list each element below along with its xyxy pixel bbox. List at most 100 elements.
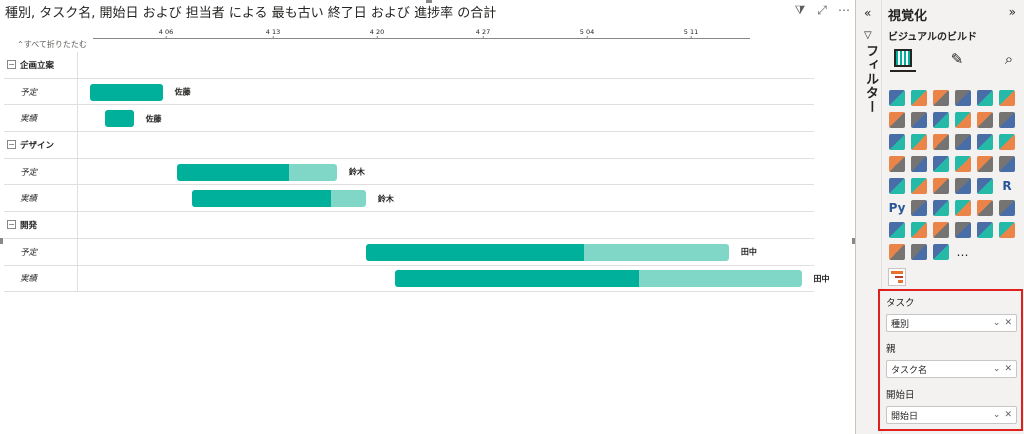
focus-mode-icon[interactable]: ⤢ (817, 3, 827, 17)
format-visual-tab[interactable]: ✎ (944, 46, 970, 72)
scatter-icon[interactable] (953, 132, 973, 152)
custom-visual-icon[interactable] (975, 220, 995, 240)
resize-handle-right[interactable] (852, 238, 855, 244)
well-parent-field[interactable]: タスク名 ⌄ ✕ (886, 360, 1017, 378)
group-row: − デザイン (4, 132, 814, 159)
line-chart-icon[interactable] (887, 110, 907, 130)
collapse-toggle-icon[interactable]: − (7, 219, 16, 230)
pie-chart-icon[interactable] (975, 132, 995, 152)
chevron-icon[interactable] (909, 242, 929, 262)
gantt-bar[interactable] (104, 110, 134, 128)
donut-chart-icon[interactable] (997, 132, 1017, 152)
stacked-area-icon[interactable] (931, 110, 951, 130)
gantt-bar[interactable] (177, 163, 337, 181)
group-label[interactable]: − 企画立案 (7, 52, 54, 78)
resize-handle-top[interactable] (426, 0, 432, 3)
collapse-all-button[interactable]: ⌃すべて折りたたむ (17, 39, 87, 50)
gantt-bar[interactable] (90, 83, 163, 101)
azure-map-icon[interactable] (953, 154, 973, 174)
smart-narrative-icon[interactable] (975, 198, 995, 218)
row-label-text: 開発 (20, 220, 38, 231)
well-parent: 親 タスク名 ⌄ ✕ (886, 341, 1017, 378)
slicer-icon[interactable] (931, 176, 951, 196)
arcgis-icon[interactable] (953, 220, 973, 240)
gantt-bar[interactable] (191, 190, 366, 208)
more-visuals-icon[interactable]: … (956, 245, 970, 259)
funnel-icon[interactable] (931, 132, 951, 152)
kpi-icon[interactable] (909, 176, 929, 196)
chevron-down-icon[interactable]: ⌄ (992, 410, 1001, 420)
gantt-bar-progress (191, 190, 332, 208)
line-clustered-column-icon[interactable] (997, 110, 1017, 130)
axis-tick: 5 04 (579, 28, 595, 39)
ribbon-chart-icon[interactable] (953, 110, 973, 130)
100-stacked-column-icon[interactable] (997, 88, 1017, 108)
filled-map-icon[interactable] (931, 154, 951, 174)
gauge-icon[interactable] (975, 154, 995, 174)
qa-icon[interactable] (953, 198, 973, 218)
gantt-icon[interactable] (997, 220, 1017, 240)
filter-icon[interactable]: ⧩ (794, 3, 806, 17)
line-area-icon[interactable] (887, 132, 907, 152)
row-label: 実績 (20, 105, 37, 131)
chevron-down-icon[interactable]: ⌄ (992, 318, 1001, 328)
group-label[interactable]: − 開発 (7, 212, 37, 238)
waterfall-icon[interactable] (909, 132, 929, 152)
close-icon[interactable]: ✕ (1004, 364, 1012, 374)
more-options-icon[interactable]: ⋯ (838, 3, 850, 17)
well-task-field[interactable]: 種別 ⌄ ✕ (886, 314, 1017, 332)
well-start-date: 開始日 開始日 ⌄ ✕ (886, 387, 1017, 424)
close-icon[interactable]: ✕ (1004, 318, 1012, 328)
well-start-date-field[interactable]: 開始日 ⌄ ✕ (886, 406, 1017, 424)
clustered-bar-icon[interactable] (931, 88, 951, 108)
filters-pane-collapsed[interactable]: « ▽ フィルター (856, 0, 882, 434)
chevron-down-icon[interactable]: ⌄ (992, 364, 1001, 374)
row-divider (77, 185, 78, 213)
gantt-visual-selected-icon[interactable] (888, 268, 906, 286)
analytics-tab[interactable]: ⌕ (996, 46, 1022, 72)
treemap-icon[interactable] (887, 154, 907, 174)
row-label: 予定 (20, 159, 37, 185)
resize-handle-left[interactable] (0, 238, 3, 244)
r-visual-icon[interactable]: R (1002, 179, 1012, 193)
100-stacked-bar-icon[interactable] (975, 88, 995, 108)
power-apps-icon[interactable] (909, 220, 929, 240)
table-icon[interactable] (953, 176, 973, 196)
build-visual-icon (894, 49, 912, 67)
axis-tick: 4 06 (158, 28, 174, 39)
well-start-date-title: 開始日 (886, 390, 915, 401)
date-axis: 4 06 4 13 4 20 4 27 5 04 5 11 (93, 28, 750, 40)
multi-row-card-icon[interactable] (887, 176, 907, 196)
build-visual-tab[interactable] (890, 46, 916, 72)
card-icon[interactable] (997, 154, 1017, 174)
collapse-pane-icon[interactable]: » (1008, 5, 1016, 19)
filters-label: フィルター (863, 44, 878, 114)
gantt-bar[interactable] (365, 243, 729, 261)
stacked-bar-icon[interactable] (887, 88, 907, 108)
map-icon[interactable] (909, 154, 929, 174)
row-label-text: 予定 (20, 87, 38, 98)
row-divider (77, 212, 78, 239)
decomposition-tree-icon[interactable] (931, 198, 951, 218)
line-stacked-column-icon[interactable] (975, 110, 995, 130)
group-label[interactable]: − デザイン (7, 132, 54, 158)
clustered-column-icon[interactable] (953, 88, 973, 108)
matrix-icon[interactable] (975, 176, 995, 196)
stacked-column-icon[interactable] (909, 88, 929, 108)
power-automate-icon[interactable] (931, 220, 951, 240)
pane-mode-tabs: ✎ ⌕ (886, 46, 1016, 74)
diamond-icon[interactable] (887, 242, 907, 262)
gantt-bar[interactable] (394, 270, 802, 288)
collapse-toggle-icon[interactable]: − (7, 59, 16, 70)
python-visual-icon[interactable]: Py (888, 201, 906, 215)
paginated-report-icon[interactable] (887, 220, 907, 240)
expand-filters-icon[interactable]: « (864, 6, 872, 20)
close-icon[interactable]: ✕ (1004, 410, 1012, 420)
key-influencers-icon[interactable] (909, 198, 929, 218)
row-label-text: 予定 (20, 167, 38, 178)
area-chart-icon[interactable] (909, 110, 929, 130)
collapse-toggle-icon[interactable]: − (7, 139, 16, 150)
goals-icon[interactable] (997, 198, 1017, 218)
row-label-text: 予定 (20, 247, 38, 258)
people-icon[interactable] (931, 242, 951, 262)
